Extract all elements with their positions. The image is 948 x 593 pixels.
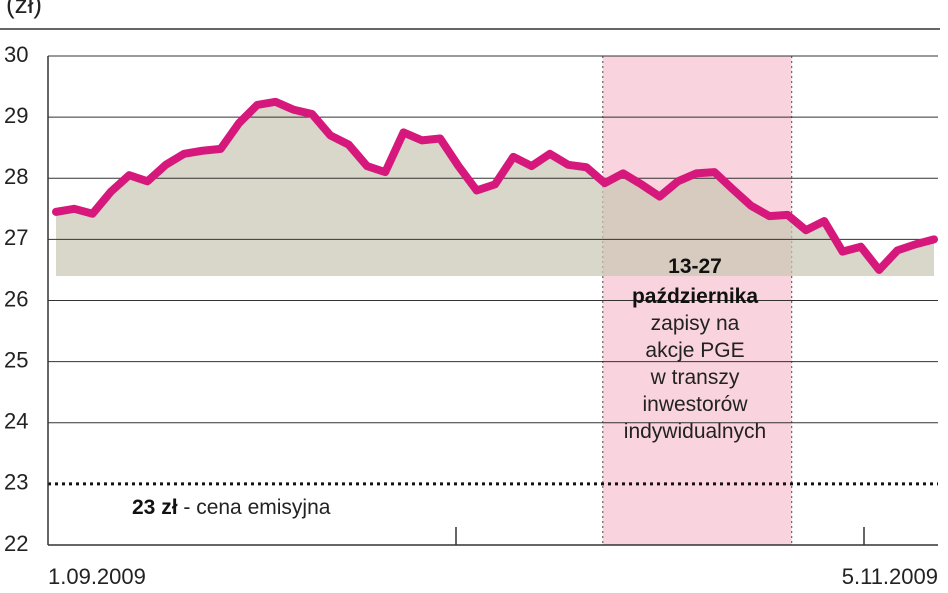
reference-description-label: - cena emisyjna — [178, 496, 331, 519]
subscription-annotation: 13-27 października zapisy na akcje PGE w… — [624, 255, 766, 443]
y-tick-label: 24 — [4, 409, 28, 434]
series-area — [56, 101, 934, 277]
y-tick-label: 29 — [4, 103, 28, 128]
series-line — [52, 97, 938, 274]
axis-layer — [47, 56, 938, 546]
annotation-line: zapisy na — [651, 312, 740, 335]
y-tick-label: 30 — [4, 42, 28, 67]
y-tick-label: 23 — [4, 470, 28, 495]
annotation-line: akcje PGE — [645, 339, 744, 362]
reference-line-label: 23 zł - cena emisyjna — [132, 496, 331, 519]
annotation-subtitle: października — [632, 285, 758, 308]
annotation-line: inwestorów — [642, 393, 748, 416]
unit-label: (zł) — [6, 0, 42, 19]
line-layer — [52, 97, 938, 274]
annotation-line: w transzy — [650, 366, 740, 389]
reference-value-label: 23 zł — [132, 496, 178, 519]
y-tick-label: 26 — [4, 286, 28, 311]
x-end-label: 5.11.2009 — [842, 564, 938, 589]
annotation-title: 13-27 — [668, 255, 722, 278]
y-tick-label: 27 — [4, 225, 28, 250]
annotation-line: indywidualnych — [624, 420, 766, 443]
area-layer — [56, 101, 934, 277]
y-tick-label: 25 — [4, 347, 28, 372]
grid-layer: 30 29 28 27 26 25 24 23 22 — [4, 42, 938, 556]
y-tick-label: 28 — [4, 164, 28, 189]
y-tick-label: 22 — [4, 531, 28, 556]
x-start-label: 1.09.2009 — [48, 564, 146, 589]
